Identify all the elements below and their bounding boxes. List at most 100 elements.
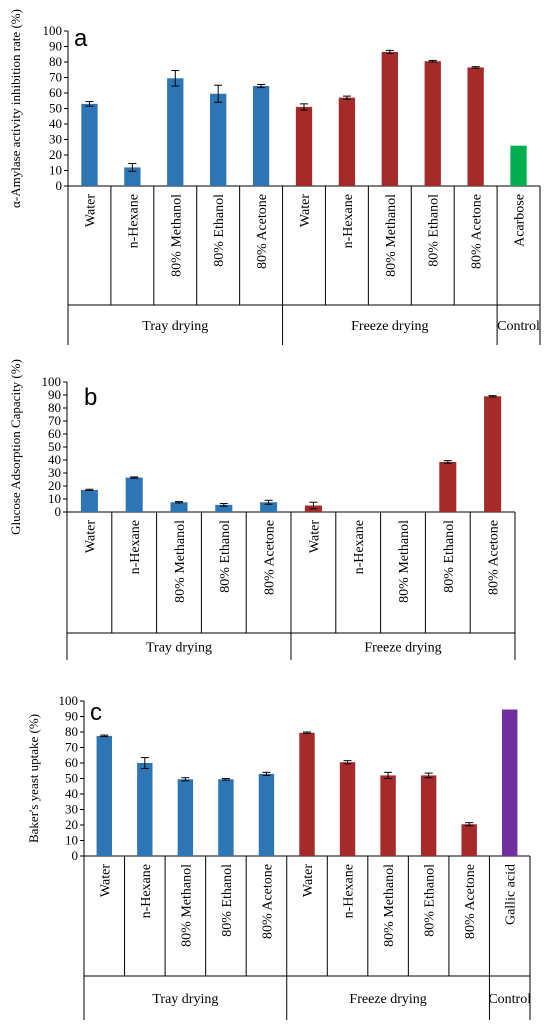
category-label: 80% Methanol [397,520,412,603]
category-label: Water [83,520,98,553]
category-label: n-Hexane [352,520,367,574]
category-label: Water [307,520,322,553]
group-label: Control [497,319,540,334]
category-label: Water [83,194,98,227]
bar [502,709,518,856]
category-label: 80% Acetone [463,864,478,939]
y-tick-label: 50 [48,439,61,454]
bar [218,779,234,856]
bar [439,461,457,512]
y-tick-label: 100 [43,23,63,38]
y-tick-label: 40 [48,452,61,467]
bar [125,477,143,512]
y-axis-title: Baker's yeast uptake (%) [26,714,41,843]
y-tick-label: 50 [65,771,78,786]
y-tick-label: 30 [65,802,78,817]
y-tick-label: 0 [55,504,62,519]
y-tick-label: 0 [72,848,79,863]
category-label: 80% Acetone [260,864,275,939]
y-tick-label: 70 [49,70,62,85]
panel-letter: c [90,699,102,726]
category-label: 80% Acetone [255,194,270,269]
bar [338,97,356,186]
category-label: 80% Ethanol [423,864,438,937]
group-label: Freeze drying [351,319,428,334]
group-label: Freeze drying [364,641,441,656]
category-label: 80% Ethanol [220,864,235,937]
bar [299,732,315,856]
category-label: 80% Methanol [169,194,184,277]
category-label: 80% Acetone [487,520,502,595]
y-tick-label: 40 [49,116,62,131]
bar [80,489,98,512]
y-tick-label: 20 [48,478,61,493]
y-tick-label: 20 [65,817,78,832]
y-tick-label: 100 [59,693,79,708]
panel-letter: a [74,25,88,52]
bar [137,763,153,856]
bar [210,93,227,186]
y-tick-label: 0 [56,178,63,193]
bar [96,735,112,856]
category-label: 80% Acetone [263,520,278,595]
category-label: 80% Ethanol [212,194,227,267]
y-tick-label: 90 [48,387,61,402]
bar [420,775,437,856]
category-label: 80% Acetone [470,194,485,269]
bar [252,86,270,186]
y-tick-label: 70 [65,740,78,755]
y-tick-label: 80 [49,54,62,69]
bar [424,61,441,186]
category-label: n-Hexane [342,864,357,918]
y-tick-label: 100 [42,374,62,389]
bar [258,773,275,856]
y-tick-label: 10 [48,491,61,506]
bar [81,103,98,186]
category-label: 80% Ethanol [427,194,442,267]
bar [467,67,484,186]
bar [124,167,141,186]
category-label: Gallic acid [504,864,519,925]
group-label: Tray drying [142,319,208,334]
bar [177,779,194,856]
category-label: 80% Methanol [382,864,397,947]
category-label: 80% Ethanol [442,520,457,593]
bar [167,78,184,186]
panel-letter: b [84,384,97,411]
bar [170,502,188,512]
group-label: Control [488,992,531,1007]
bar [461,824,477,856]
bar [295,106,313,186]
category-label: 80% Ethanol [218,520,233,593]
group-label: Tray drying [146,641,212,656]
y-tick-label: 20 [49,147,62,162]
category-label: n-Hexane [126,194,141,248]
y-tick-label: 10 [65,833,78,848]
bar [380,775,396,856]
bar [339,762,356,856]
group-label: Tray drying [152,992,218,1007]
bar [510,145,527,186]
category-label: Water [301,864,316,897]
category-label: Water [298,194,313,227]
bar [484,396,502,512]
y-tick-label: 80 [65,724,78,739]
bar [215,504,233,512]
y-tick-label: 80 [48,400,61,415]
category-label: n-Hexane [341,194,356,248]
y-tick-label: 50 [49,101,62,116]
y-tick-label: 30 [49,132,62,147]
category-label: n-Hexane [128,520,143,574]
group-label: Freeze drying [349,992,426,1007]
y-tick-label: 40 [65,786,78,801]
y-axis-title: Glucose Adsorption Capacity (%) [8,359,23,535]
y-tick-label: 60 [49,85,62,100]
category-label: n-Hexane [139,864,154,918]
category-label: 80% Methanol [179,864,194,947]
y-tick-label: 30 [48,465,61,480]
y-axis-title: α-Amylase activity inhibition rate (%) [8,9,23,208]
